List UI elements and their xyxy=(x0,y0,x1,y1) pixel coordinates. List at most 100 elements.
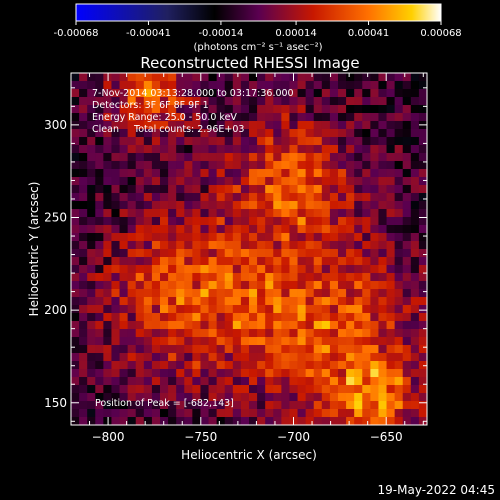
heatmap-cell xyxy=(362,201,371,210)
heatmap-cell xyxy=(143,297,153,306)
heatmap-cell xyxy=(249,81,258,90)
heatmap-cell xyxy=(176,105,185,114)
heatmap-cell xyxy=(200,297,209,306)
heatmap-cell xyxy=(418,337,427,346)
heatmap-cell xyxy=(394,225,404,234)
heatmap-cell xyxy=(329,369,339,378)
heatmap-cell xyxy=(176,153,185,162)
heatmap-cell xyxy=(418,73,427,82)
heatmap-cell xyxy=(127,73,137,82)
heatmap-cell xyxy=(305,273,315,282)
heatmap-cell xyxy=(313,153,323,162)
heatmap-cell xyxy=(232,209,242,218)
heatmap-cell xyxy=(184,353,193,362)
heatmap-cell xyxy=(386,105,396,114)
heatmap-cell xyxy=(135,89,145,98)
heatmap-cell xyxy=(127,305,137,314)
heatmap-cell xyxy=(143,369,153,378)
heatmap-cell xyxy=(378,193,387,202)
heatmap-cell xyxy=(249,337,258,346)
heatmap-cell xyxy=(151,289,161,298)
heatmap-cell xyxy=(240,361,250,370)
heatmap-cell xyxy=(208,297,218,306)
heatmap-cell xyxy=(71,321,80,330)
heatmap-cell xyxy=(127,209,137,218)
heatmap-cell xyxy=(321,161,331,170)
heatmap-cell xyxy=(386,121,396,130)
heatmap-cells xyxy=(71,73,427,425)
colorbar-tick-label: -0.00041 xyxy=(126,28,171,39)
heatmap-cell xyxy=(249,361,258,370)
heatmap-cell xyxy=(354,105,363,114)
heatmap-cell xyxy=(418,89,427,98)
heatmap-cell xyxy=(346,313,355,322)
heatmap-cell xyxy=(79,121,88,130)
heatmap-cell xyxy=(273,129,282,138)
heatmap-cell xyxy=(208,121,218,130)
heatmap-cell xyxy=(192,105,201,114)
heatmap-cell xyxy=(313,281,323,290)
heatmap-cell xyxy=(313,113,323,122)
heatmap-cell xyxy=(273,217,282,226)
heatmap-cell xyxy=(192,185,201,194)
heatmap-cell xyxy=(281,289,290,298)
heatmap-cell xyxy=(257,409,266,418)
heatmap-cell xyxy=(273,249,282,258)
heatmap-cell xyxy=(418,265,427,274)
heatmap-cell xyxy=(224,385,234,394)
heatmap-cell xyxy=(111,201,120,210)
heatmap-cell xyxy=(402,345,412,354)
heatmap-cell xyxy=(208,73,218,82)
heatmap-cell xyxy=(143,113,153,122)
heatmap-cell xyxy=(402,209,412,218)
heatmap-cell xyxy=(249,105,258,114)
heatmap-cell xyxy=(87,393,96,402)
heatmap-cell xyxy=(224,113,234,122)
heatmap-cell xyxy=(402,169,412,178)
heatmap-cell xyxy=(313,241,323,250)
heatmap-cell xyxy=(87,241,96,250)
heatmap-cell xyxy=(71,217,80,226)
heatmap-cell xyxy=(281,225,290,234)
heatmap-cell xyxy=(208,393,218,402)
heatmap-cell xyxy=(362,409,371,418)
heatmap-cell xyxy=(378,329,387,338)
heatmap-cell xyxy=(386,209,396,218)
heatmap-cell xyxy=(313,89,323,98)
heatmap-cell xyxy=(265,265,274,274)
heatmap-cell xyxy=(378,177,387,186)
heatmap-cell xyxy=(273,337,282,346)
heatmap-cell xyxy=(362,177,371,186)
heatmap-cell xyxy=(176,89,185,98)
heatmap-cell xyxy=(160,145,169,154)
heatmap-cell xyxy=(232,185,242,194)
heatmap-cell xyxy=(386,233,396,242)
heatmap-cell xyxy=(192,345,201,354)
heatmap-cell xyxy=(289,409,298,418)
heatmap-cell xyxy=(338,153,347,162)
heatmap-cell xyxy=(394,169,404,178)
heatmap-cell xyxy=(370,265,379,274)
heatmap-cell xyxy=(329,145,339,154)
heatmap-cell xyxy=(79,145,88,154)
heatmap-cell xyxy=(249,249,258,258)
heatmap-cell xyxy=(184,145,193,154)
heatmap-cell xyxy=(176,305,185,314)
heatmap-cell xyxy=(362,353,371,362)
heatmap-cell xyxy=(95,393,104,402)
heatmap-cell xyxy=(313,81,323,90)
heatmap-cell xyxy=(79,337,88,346)
heatmap-cell xyxy=(135,185,145,194)
heatmap-cell xyxy=(184,417,193,425)
heatmap-cell xyxy=(135,377,145,386)
heatmap-cell xyxy=(95,137,104,146)
heatmap-cell xyxy=(354,337,363,346)
heatmap-cell xyxy=(305,409,315,418)
heatmap-cell xyxy=(71,265,80,274)
heatmap-cell xyxy=(127,81,137,90)
heatmap-cell xyxy=(95,217,104,226)
heatmap-cell xyxy=(305,113,315,122)
heatmap-cell xyxy=(176,185,185,194)
heatmap-cell xyxy=(160,185,169,194)
heatmap-cell xyxy=(362,129,371,138)
